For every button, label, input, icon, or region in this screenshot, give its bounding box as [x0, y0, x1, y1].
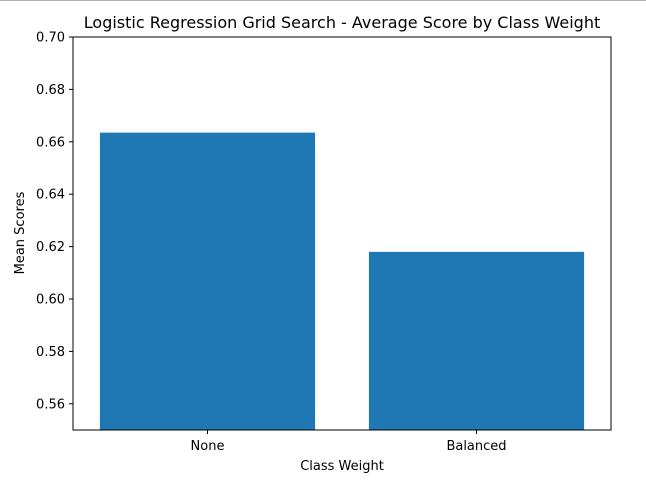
y-axis-ticks: 0.56 0.58 0.60 0.62 0.64 0.66 0.68 0.70: [36, 31, 73, 412]
bar-none: [99, 132, 316, 430]
x-axis-ticks: None Balanced: [191, 430, 507, 454]
y-axis-label: Mean Scores: [13, 191, 28, 274]
x-axis-label: Class Weight: [300, 459, 384, 474]
x-tick-label-none: None: [191, 439, 225, 454]
window-top-border: [0, 0, 646, 1]
bars-group: [99, 132, 585, 430]
y-tick-label: 0.56: [36, 397, 65, 412]
chart-title: Logistic Regression Grid Search - Averag…: [84, 13, 600, 32]
y-tick-label: 0.66: [36, 135, 65, 150]
y-tick-label: 0.58: [36, 345, 65, 360]
y-tick-label: 0.68: [36, 83, 65, 98]
bar-balanced: [368, 251, 585, 430]
x-tick-label-balanced: Balanced: [446, 439, 506, 454]
y-tick-label: 0.60: [36, 293, 65, 308]
y-tick-label: 0.62: [36, 240, 65, 255]
y-tick-label: 0.70: [36, 31, 65, 46]
plot-area-frame: [72, 36, 612, 431]
y-tick-label: 0.64: [36, 188, 65, 203]
